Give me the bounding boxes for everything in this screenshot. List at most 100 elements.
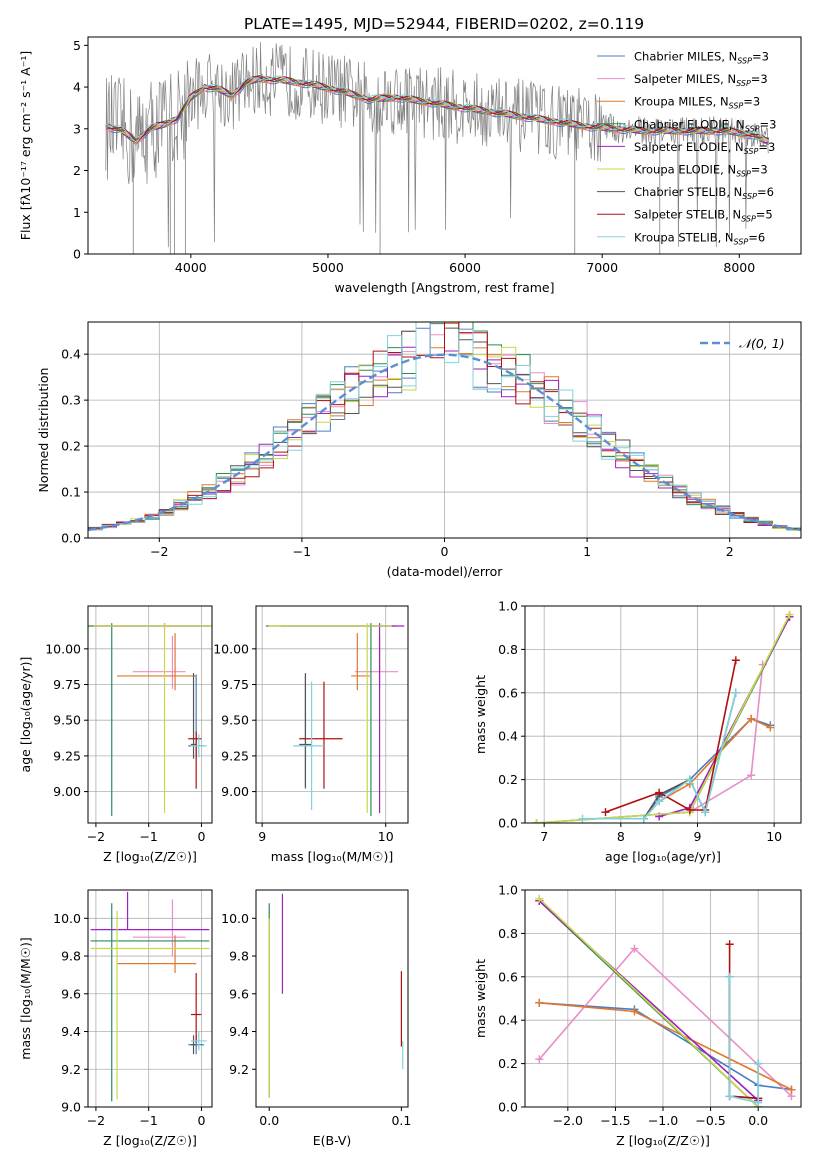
- x-tick-label: 6000: [449, 260, 481, 275]
- legend-subscript: SSP: [744, 147, 759, 156]
- plot-area: [88, 322, 801, 532]
- x-axis-label: wavelength [Angstrom, rest frame]: [334, 280, 554, 295]
- legend-label: Salpeter STELIB, NSSP=5: [634, 208, 773, 224]
- panel-age-vs-mass: 9 10 9.00 9.25 9.50 9.75 10.00 mass [log₁₀(M/M☉…: [213, 605, 409, 864]
- weight-marker: [578, 814, 587, 823]
- y-tick-label: 9.75: [221, 677, 249, 692]
- panel-mass-vs-Z: −2 −1 0 9.0 9.2 9.4 9.6 9.8 10.0 Z [log₁₀(Z/Z☉)] m…: [18, 889, 213, 1148]
- histogram-kroupa-stelib: [88, 322, 801, 531]
- x-axis-label: E(B-V): [313, 1133, 352, 1148]
- weight-line: [728, 976, 759, 1100]
- y-tick-label: 9.25: [53, 748, 81, 763]
- y-tick-label: 4: [73, 80, 81, 95]
- weight-marker: [601, 808, 610, 817]
- legend-subscript: SSP: [736, 170, 751, 179]
- weight-marker: [747, 771, 756, 780]
- weight-series-chabrier-stelib: [725, 972, 763, 1103]
- y-tick-label: 9.6: [229, 986, 249, 1001]
- errorbar-salpeter-elodie: [90, 891, 210, 931]
- weight-marker: [731, 656, 740, 665]
- errorbar-chabrier-elodie: [88, 623, 210, 816]
- x-tick-label: 5000: [312, 260, 344, 275]
- errorbar-kroupa-stelib: [190, 1031, 207, 1051]
- x-tick-label: 10: [378, 829, 394, 844]
- axes-frame: [87, 36, 802, 255]
- y-tick-label: 9.8: [229, 949, 249, 964]
- weight-series-kroupa-elodie: [535, 894, 763, 1107]
- plot-area: [88, 623, 212, 816]
- y-tick-label: 9.4: [61, 1024, 81, 1039]
- x-tick-label: 0.0: [259, 1113, 279, 1128]
- y-tick-label: 0: [73, 247, 81, 262]
- y-tick-label: 0.2: [498, 772, 518, 787]
- legend-label: Kroupa STELIB, NSSP=6: [634, 230, 765, 246]
- legend-nssp: =3: [758, 140, 775, 154]
- x-tick-label: −1.5: [600, 1113, 630, 1128]
- weight-line: [538, 898, 759, 1107]
- errorbar-salpeter-stelib: [299, 681, 343, 789]
- residuals-legend: 𝒩(0, 1): [700, 336, 785, 351]
- weight-series-salpeter-miles: [535, 944, 796, 1101]
- weight-series-kroupa-stelib: [725, 972, 763, 1107]
- weight-line: [728, 976, 759, 1104]
- y-axis-label: mass weight: [473, 959, 488, 1038]
- errorbar-kroupa-miles: [351, 633, 370, 691]
- weight-marker: [754, 1059, 763, 1068]
- weight-series-kroupa-miles: [535, 998, 796, 1094]
- legend-subscript: SSP: [737, 57, 752, 66]
- x-tick-label: −2.0: [553, 1113, 583, 1128]
- y-axis-label: age [log₁₀(age/yr)]: [18, 657, 33, 773]
- x-tick-label: 0: [197, 829, 205, 844]
- weight-marker: [535, 894, 544, 903]
- weight-marker: [655, 788, 664, 797]
- x-tick-label: 9: [694, 829, 702, 844]
- x-tick-label: 1: [583, 544, 591, 559]
- plot-area: [105, 42, 770, 254]
- model-line-salpeter-stelib: [105, 76, 770, 142]
- legend-nssp: =3: [752, 50, 769, 64]
- legend-subscript: SSP: [745, 124, 760, 133]
- weight-series-kroupa-stelib: [578, 688, 740, 823]
- errorbar-chabrier-stelib: [190, 1035, 197, 1055]
- x-axis-label: Z [log₁₀(Z/Z☉)]: [616, 1133, 710, 1148]
- legend-subscript: SSP: [741, 215, 756, 224]
- x-tick-label: 7000: [586, 260, 618, 275]
- y-axis-label: Flux [fλ10⁻¹⁷ erg cm⁻² s⁻¹ A⁻¹]: [18, 51, 33, 240]
- y-tick-label: 0.4: [498, 729, 518, 744]
- errorbar-kroupa-elodie: [268, 623, 392, 814]
- weight-marker: [685, 805, 694, 814]
- x-axis-label: Z [log₁₀(Z/Z☉)]: [103, 849, 197, 864]
- weight-marker: [787, 1085, 796, 1094]
- legend-subscript: SSP: [734, 237, 749, 246]
- y-axis-label: mass weight: [473, 675, 488, 754]
- y-tick-label: 9.2: [229, 1062, 249, 1077]
- y-tick-label: 2: [73, 163, 81, 178]
- legend-subscript: SSP: [742, 192, 757, 201]
- panel-weight-vs-age: 7 8 9 10 0.0 0.2 0.4 0.6 0.8 1.0 age [log₁₀(age/yr…: [473, 599, 802, 864]
- weight-marker: [725, 1092, 734, 1101]
- legend-nssp: =5: [756, 208, 773, 222]
- x-axis-label: age [log₁₀(age/yr)]: [605, 849, 721, 864]
- weight-marker: [766, 723, 775, 732]
- errorbar-chabrier-stelib: [299, 673, 312, 788]
- x-axis-label: (data-model)/error: [387, 564, 504, 579]
- y-tick-label: 1: [73, 205, 81, 220]
- y-tick-label: 9.50: [221, 713, 249, 728]
- x-tick-label: −1: [139, 829, 157, 844]
- plot-area: [532, 610, 794, 823]
- weight-line: [582, 692, 737, 820]
- y-tick-label: 0.6: [498, 969, 518, 984]
- y-tick-label: 10.00: [45, 641, 81, 656]
- y-tick-label: 9.4: [229, 1024, 249, 1039]
- x-tick-label: 0.0: [748, 1113, 768, 1128]
- figure-title: PLATE=1495, MJD=52944, FIBERID=0202, z=0…: [244, 15, 644, 33]
- panel-residuals: −2 −1 0 1 2 0.0 0.1 0.2 0.3 0.4 (data-model)/error…: [36, 321, 802, 579]
- x-tick-label: −0.5: [695, 1113, 725, 1128]
- y-tick-label: 9.00: [221, 784, 249, 799]
- y-tick-label: 10.0: [221, 911, 249, 926]
- x-tick-label: 0: [441, 544, 449, 559]
- model-line-chabrier-stelib: [105, 75, 769, 140]
- y-tick-label: 9.00: [53, 784, 81, 799]
- y-axis-label: mass [log₁₀(M/M☉)]: [18, 937, 33, 1059]
